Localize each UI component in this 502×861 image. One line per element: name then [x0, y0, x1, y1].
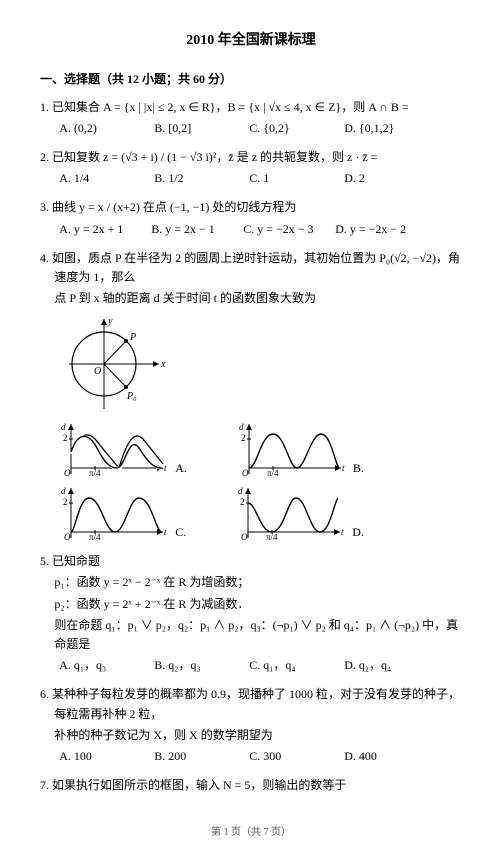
q4-fig-c: t d O 2 π/4 C. — [59, 484, 186, 542]
section-heading: 一、选择题（共 12 小题；共 60 分） — [40, 70, 462, 89]
q4-opt-a-label: A. — [175, 459, 187, 478]
q5-opt-a: A. q₁，q₃ — [59, 656, 154, 675]
q3-opt-c: C. y = −2x − 3 — [243, 220, 335, 239]
svg-text:y: y — [107, 316, 113, 327]
question-7: 7. 如果执行如图所示的框图，输入 N = 5，则输出的数等于 — [40, 776, 462, 795]
svg-text:d: d — [238, 486, 243, 496]
svg-text:2: 2 — [63, 497, 68, 507]
q1-opt-c: C. {0,2} — [249, 119, 344, 138]
q5-then: 则在命题 q₁：p₁ ∨ p₂，q₂：p₁ ∧ p₂，q₃：(¬p₁) ∨ p₂… — [40, 616, 462, 654]
q4-opt-row-1: t d O 2 π/4 A. t d — [40, 414, 462, 478]
q6-line2: 补种的种子数记为 X，则 X 的数学期望为 — [40, 726, 462, 745]
svg-text:2: 2 — [240, 497, 245, 507]
q4-opt-d-label: D. — [352, 523, 364, 542]
svg-text:2: 2 — [241, 433, 246, 443]
q4-fig-b: t d O 2 π/4 B. — [237, 420, 364, 478]
q6-opt-a: A. 100 — [59, 747, 154, 766]
question-3: 3. 曲线 y = x / (x+2) 在点 (−1, −1) 处的切线方程为 … — [40, 198, 462, 238]
q5-opt-b: B. q₂，q₃ — [154, 656, 249, 675]
q7-stem: 7. 如果执行如图所示的框图，输入 N = 5，则输出的数等于 — [40, 776, 462, 795]
question-6: 6. 某种种子每粒发芽的概率都为 0.9，现播种了 1000 粒，对于没有发芽的… — [40, 685, 462, 766]
svg-text:P: P — [129, 332, 136, 343]
q5-head: 5. 已知命题 — [40, 552, 462, 571]
page-title: 2010 年全国新课标理 — [40, 30, 462, 52]
svg-text:d: d — [61, 422, 66, 432]
svg-text:O: O — [64, 532, 71, 542]
q3-stem: 3. 曲线 y = x / (x+2) 在点 (−1, −1) 处的切线方程为 — [40, 198, 462, 217]
svg-text:O: O — [94, 366, 101, 377]
svg-text:t: t — [164, 527, 167, 537]
q4-main-figure: x y P P₀ O — [40, 314, 462, 414]
q5-p2: p₂：函数 y = 2ˣ + 2⁻ˣ 在 R 为减函数． — [40, 595, 462, 614]
q5-opt-d: D. q₂，q₄ — [344, 656, 439, 675]
q4-fig-d: t d O 2 π/4 D. — [236, 484, 364, 542]
q2-opt-c: C. 1 — [249, 169, 344, 188]
svg-text:x: x — [160, 359, 166, 370]
q5-opt-c: C. q₁，q₄ — [249, 656, 344, 675]
q3-opt-d: D. y = −2x − 2 — [335, 220, 427, 239]
q2-opt-a: A. 1/4 — [59, 169, 154, 188]
q4-opt-c-label: C. — [175, 523, 186, 542]
q2-opt-d: D. 2 — [344, 169, 439, 188]
svg-text:d: d — [61, 486, 66, 496]
q4-fig-a: t d O 2 π/4 A. — [59, 420, 187, 478]
q6-opt-b: B. 200 — [154, 747, 249, 766]
svg-text:t: t — [341, 527, 344, 537]
question-1: 1. 已知集合 A = {x | |x| ≤ 2, x ∈ R}，B = {x … — [40, 98, 462, 138]
svg-text:t: t — [342, 463, 345, 473]
q2-opt-b: B. 1/2 — [154, 169, 249, 188]
q6-opt-d: D. 400 — [344, 747, 439, 766]
q6-line1: 6. 某种种子每粒发芽的概率都为 0.9，现播种了 1000 粒，对于没有发芽的… — [40, 685, 462, 723]
question-2: 2. 已知复数 z = (√3 + i) / (1 − √3 i)²，z̄ 是 … — [40, 148, 462, 188]
q4-opt-b-label: B. — [353, 459, 364, 478]
q4-opt-row-2: t d O 2 π/4 C. t d O 2 — [40, 478, 462, 542]
q4-line1: 4. 如图，质点 P 在半径为 2 的圆周上逆时针运动，其初始位置为 P₀(√2… — [40, 249, 462, 287]
svg-text:d: d — [239, 422, 244, 432]
svg-text:t: t — [164, 463, 167, 473]
svg-text:O: O — [64, 468, 71, 478]
svg-text:O: O — [241, 532, 248, 542]
svg-text:P₀: P₀ — [126, 391, 137, 402]
page-footer: 第 1 页（共 7 页） — [40, 825, 462, 841]
q4-line2: 点 P 到 x 轴的距离 d 关于时间 t 的函数图象大致为 — [40, 289, 462, 308]
circle-diagram: x y P P₀ O — [59, 314, 169, 414]
svg-text:2: 2 — [63, 433, 68, 443]
svg-text:O: O — [242, 468, 249, 478]
question-5: 5. 已知命题 p₁：函数 y = 2ˣ − 2⁻ˣ 在 R 为增函数； p₂：… — [40, 552, 462, 675]
q3-opt-a: A. y = 2x + 1 — [59, 220, 151, 239]
question-4: 4. 如图，质点 P 在半径为 2 的圆周上逆时针运动，其初始位置为 P₀(√2… — [40, 249, 462, 543]
q5-p1: p₁：函数 y = 2ˣ − 2⁻ˣ 在 R 为增函数； — [40, 573, 462, 592]
q6-opt-c: C. 300 — [249, 747, 344, 766]
q1-opt-d: D. {0,1,2} — [344, 119, 439, 138]
q2-stem: 2. 已知复数 z = (√3 + i) / (1 − √3 i)²，z̄ 是 … — [40, 148, 462, 167]
q1-opt-b: B. [0,2] — [154, 119, 249, 138]
q1-stem: 1. 已知集合 A = {x | |x| ≤ 2, x ∈ R}，B = {x … — [40, 98, 462, 117]
q1-opt-a: A. (0,2) — [59, 119, 154, 138]
q3-opt-b: B. y = 2x − 1 — [151, 220, 243, 239]
